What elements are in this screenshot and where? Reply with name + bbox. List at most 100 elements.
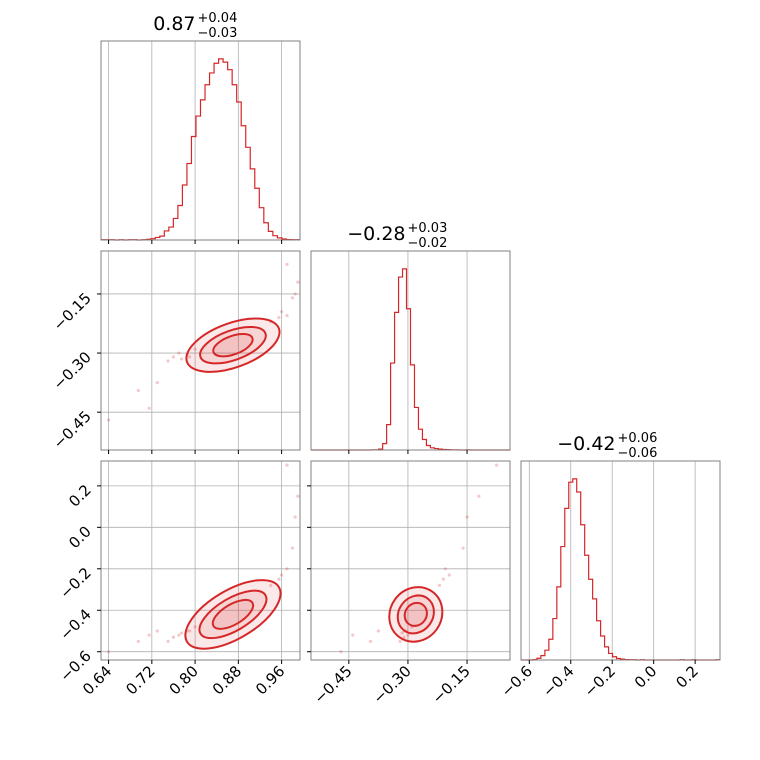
scatter-point <box>193 347 197 351</box>
scatter-point <box>398 639 402 643</box>
scatter-point <box>166 639 170 643</box>
title-layer: 0.87 +0.04−0.03 −0.28 +0.03−0.02 −0.42 +0.06−… <box>153 11 657 461</box>
scatter-point <box>406 633 410 637</box>
contour-ellipse <box>212 332 254 358</box>
title-plus-1: +0.03 <box>408 221 448 236</box>
scatter-point <box>277 577 281 581</box>
scatter-point <box>179 357 184 361</box>
scatter-point <box>461 546 465 550</box>
scatter-point <box>368 639 373 643</box>
scatter-point <box>188 355 192 359</box>
contour-ellipse <box>396 594 435 635</box>
contour-ellipse <box>403 601 428 627</box>
panel-frame <box>310 460 511 661</box>
scatter-point <box>285 314 289 318</box>
scatter-point <box>147 633 151 637</box>
scatter-point <box>296 494 300 498</box>
scatter-point <box>193 625 197 629</box>
scatter-point <box>290 296 295 300</box>
scatter-point <box>402 635 406 639</box>
tick-label-x: 0.88 <box>209 662 245 698</box>
tick-label-x: 0.0 <box>631 662 661 692</box>
scatter-point <box>166 359 170 363</box>
grid-layer <box>101 41 696 660</box>
panel-frame <box>100 460 301 661</box>
contour-ellipse <box>211 598 255 630</box>
scatter-point <box>155 629 159 633</box>
panel-frame <box>100 40 301 241</box>
scatter-point <box>280 310 284 314</box>
title-value-0: 0.87 <box>153 13 195 35</box>
tick-label-y: −0.45 <box>50 407 95 452</box>
scatter-point <box>443 567 447 571</box>
contour-ellipse <box>185 317 281 373</box>
panel-frame <box>100 250 301 451</box>
scatter-point <box>447 573 451 577</box>
tick-label-x: 0.72 <box>122 662 158 698</box>
scatter-point <box>285 463 289 467</box>
scatter-point <box>177 351 181 355</box>
tick-label-x: −0.2 <box>581 662 619 700</box>
scatter-point <box>285 567 289 571</box>
scatter-point <box>495 463 499 467</box>
scatter-point <box>106 418 111 422</box>
scatter-layer <box>106 262 499 654</box>
histogram-2 <box>521 478 720 661</box>
scatter-point <box>171 355 176 359</box>
scatter-point <box>477 494 481 498</box>
scatter-point <box>277 315 281 320</box>
scatter-point <box>293 515 297 519</box>
scatter-point <box>136 639 140 643</box>
scatter-point <box>290 546 295 550</box>
tick-label-x: −0.30 <box>370 662 415 707</box>
panel-frame <box>520 460 721 661</box>
scatter-point <box>136 388 140 393</box>
title-minus-2: −0.06 <box>618 446 658 461</box>
tick-label-y: −0.2 <box>56 564 94 602</box>
data-layer <box>101 58 720 661</box>
scatter-point <box>155 381 159 385</box>
scatter-point <box>351 633 355 637</box>
scatter-point <box>400 631 404 635</box>
scatter-point <box>376 629 380 633</box>
scatter-point <box>285 262 289 266</box>
tick-label-y: 0.0 <box>65 522 95 552</box>
scatter-point <box>465 515 469 519</box>
tick-label-x: 0.2 <box>672 662 702 692</box>
frame-layer <box>100 40 721 661</box>
scatter-point <box>179 631 184 635</box>
contour-ellipse <box>184 579 282 650</box>
tick-label-x: −0.4 <box>539 662 577 700</box>
tick-label-y: −0.15 <box>50 289 95 334</box>
panel-frame <box>310 250 511 451</box>
contour-ellipse <box>198 589 268 640</box>
scatter-point <box>269 583 273 587</box>
tick-label-x: 0.96 <box>252 662 288 698</box>
scatter-point <box>106 650 111 654</box>
scatter-point <box>293 292 297 296</box>
scatter-point <box>339 650 343 654</box>
tick-label-y: −0.30 <box>50 348 95 393</box>
title-minus-1: −0.02 <box>408 236 448 251</box>
scatter-point <box>437 583 442 587</box>
tick-label-x: −0.15 <box>429 662 474 707</box>
title-plus-0: +0.04 <box>198 11 238 26</box>
scatter-point <box>147 406 151 410</box>
title-value-1: −0.28 <box>347 223 405 245</box>
scatter-point <box>296 280 300 284</box>
tick-label-y: 0.2 <box>65 481 95 511</box>
histogram-0 <box>101 58 300 241</box>
tick-label-x: −0.45 <box>310 662 355 707</box>
scatter-point <box>188 629 192 633</box>
title-minus-0: −0.03 <box>198 26 238 41</box>
histogram-1 <box>311 268 510 451</box>
title-value-2: −0.42 <box>557 433 615 455</box>
tick-label-x: 0.80 <box>166 662 202 698</box>
tick-label-x: −0.6 <box>498 662 536 700</box>
scatter-point <box>280 573 284 577</box>
scatter-point <box>177 633 181 637</box>
tick-label-y: −0.4 <box>56 605 94 643</box>
scatter-point <box>171 635 176 639</box>
title-plus-2: +0.06 <box>618 431 658 446</box>
